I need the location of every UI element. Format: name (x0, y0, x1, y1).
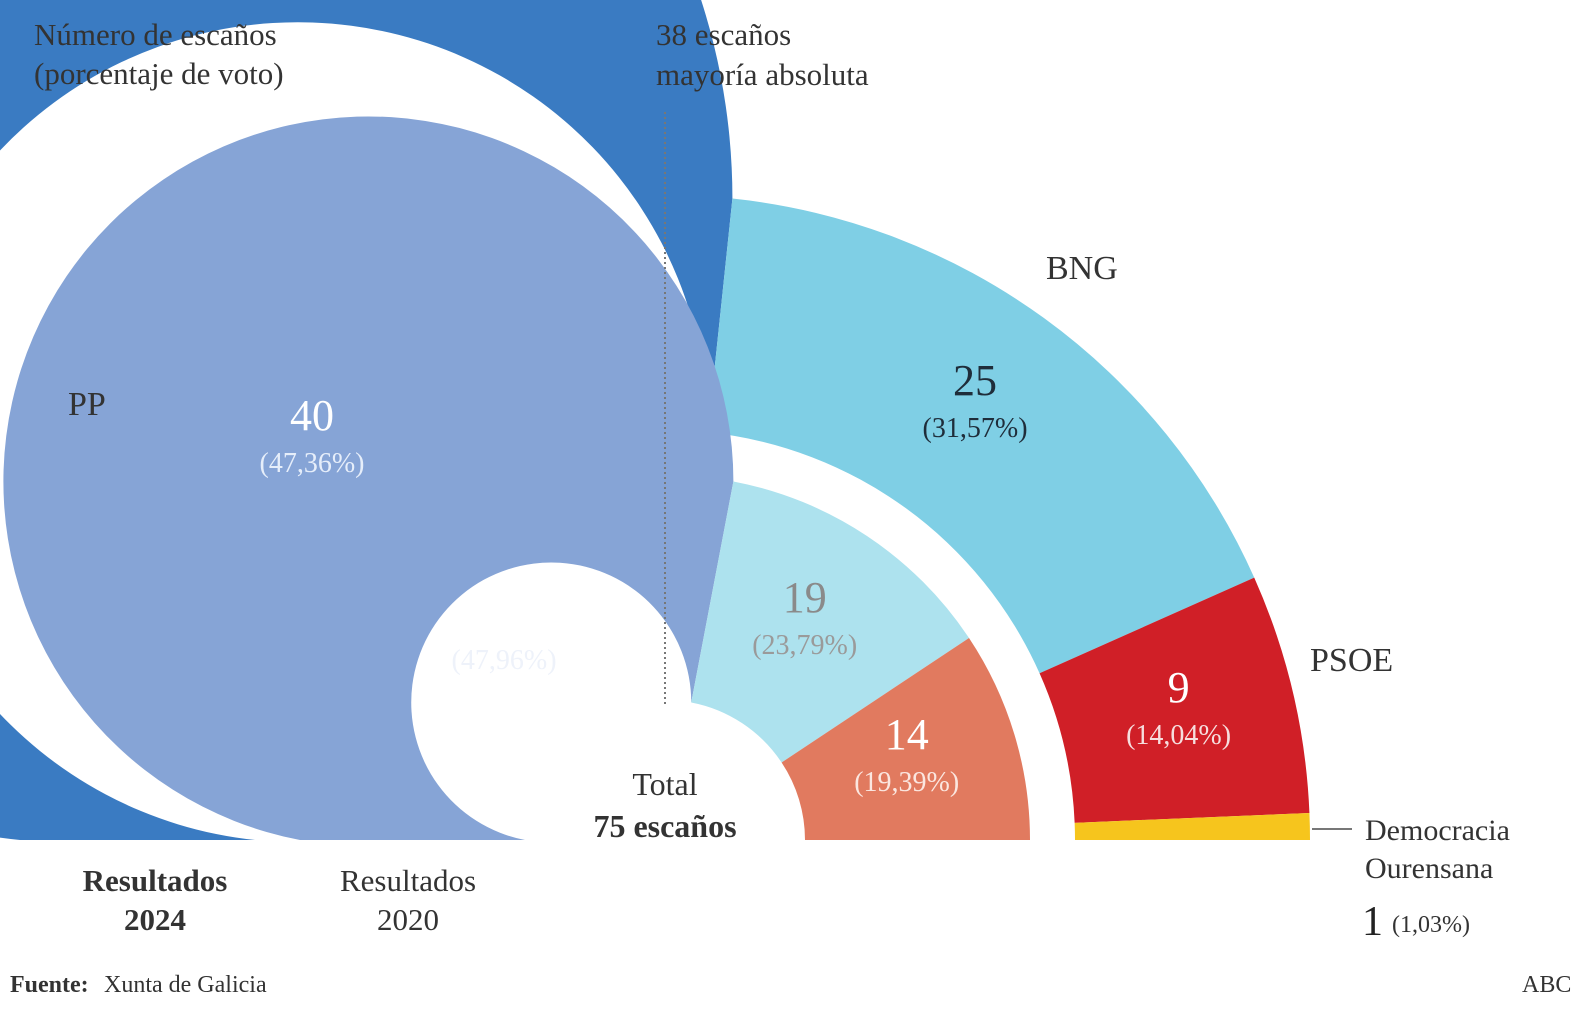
majority-label: 38 escaños (656, 17, 792, 52)
segment (1039, 577, 1310, 823)
chart-title: Número de escaños (porcentaje de voto) (34, 17, 284, 91)
party-label: BNG (1046, 250, 1118, 287)
credit: ABC (1522, 972, 1572, 998)
total-title: Total (632, 766, 698, 802)
source-label: Fuente: (10, 972, 89, 998)
seat-label: 9 (1167, 662, 1190, 712)
segment (3, 116, 734, 841)
total-label: 75 escaños (593, 808, 737, 844)
seat-label: 14 (884, 710, 929, 760)
segment (707, 198, 1255, 674)
majority-note: mayoría absoluta (656, 57, 869, 92)
segment (0, 0, 733, 840)
party-label: PP (68, 386, 106, 423)
share-label: (19,39%) (854, 767, 960, 799)
segment (781, 638, 1031, 840)
seat-label: 40 (290, 390, 335, 440)
share-label: (1,03%) (1392, 912, 1470, 938)
share-label: (47,96%) (451, 645, 557, 677)
share-label: (23,79%) (752, 629, 858, 661)
share-label: (31,57%) (922, 413, 1028, 445)
seat-label: 19 (782, 572, 827, 622)
source: Xunta de Galicia (104, 972, 267, 998)
ring-label: Resultados 2020 (339, 863, 477, 937)
share-label: (14,04%) (1126, 719, 1232, 751)
segment (1074, 812, 1310, 840)
ring-label: Resultados 2024 (82, 863, 228, 937)
segment (691, 481, 970, 763)
party-label: Democracia Ourensana (1365, 814, 1510, 885)
seat-label: 25 (953, 356, 998, 406)
share-label: (47,36%) (259, 447, 365, 479)
seat-label: 1 (1362, 899, 1383, 945)
seat-label: 42 (482, 588, 527, 638)
party-label: PSOE (1310, 642, 1394, 679)
